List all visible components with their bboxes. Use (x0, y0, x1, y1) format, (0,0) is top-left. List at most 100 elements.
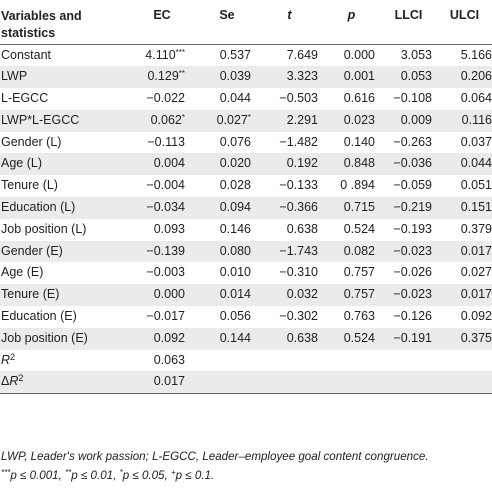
cell-t: −0.366 (256, 197, 323, 219)
empty-cell (380, 350, 437, 372)
cell-se: 0.076 (198, 132, 256, 154)
row-label-value: Age (E) (1, 265, 44, 280)
header-p: p (323, 0, 380, 45)
header-llci: LLCI (380, 0, 437, 45)
empty-cell (380, 371, 437, 395)
cell-ulci: 0.017 (437, 240, 492, 263)
cell-ulci-value: 0.379 (460, 221, 492, 236)
cell-ulci: 0.027 (437, 262, 492, 284)
cell-se: 0.027* (198, 109, 256, 132)
row-label-value: Age (L) (1, 156, 42, 171)
cell-llci: 0.053 (380, 66, 437, 89)
cell-ec-value: 0.129 (147, 69, 179, 84)
header-ec: EC (126, 0, 198, 45)
cell-ec: 0.063 (126, 350, 198, 372)
cell-p-value: 0.763 (343, 309, 375, 324)
cell-ec: −0.139 (126, 240, 198, 263)
row-label: LWP*L-EGCC (0, 109, 126, 132)
row-label-value: L-EGCC (1, 91, 49, 106)
footnote-marker: + (170, 468, 176, 477)
cell-t-value: 2.291 (286, 112, 318, 127)
cell-ec-value: −0.139 (146, 243, 185, 258)
cell-p: 0.082 (323, 240, 380, 263)
cell-p: 0.140 (323, 132, 380, 154)
stat-label-exponent: 2 (10, 351, 16, 362)
table-row: Education (L) −0.034 0.094 −0.366 0.715 −0.21… (0, 197, 492, 219)
footnote-abbreviations: LWP, Leader's work passion; L-EGCC, Lead… (1, 450, 429, 463)
cell-p-value: 0.848 (343, 156, 375, 171)
table-row: Constant 4.110*** 0.537 7.649 0.000 3.053 5.16… (0, 44, 492, 66)
cell-t-value: 3.323 (286, 69, 318, 84)
cell-p-value: 0.616 (343, 91, 375, 106)
cell-p-value: 0 .894 (340, 178, 375, 193)
cell-ec-value: 0.004 (153, 156, 185, 171)
stat-label-variable: R (9, 374, 19, 389)
table-row: Age (L) 0.004 0.020 0.192 0.848 −0.036 0.044 (0, 153, 492, 176)
ec-significance-marker: * (181, 112, 185, 122)
footnote-threshold: p ≤ 0.1. (175, 469, 215, 482)
footnote-marker: ** (65, 468, 72, 477)
row-label: L-EGCC (0, 88, 126, 110)
row-label-value: Gender (E) (1, 243, 63, 258)
cell-p: 0.023 (323, 109, 380, 132)
cell-ec-value: 0.092 (153, 330, 185, 345)
stat-label-prefix: Δ (1, 374, 10, 389)
row-label: Tenure (L) (0, 175, 126, 197)
row-label: Education (E) (0, 306, 126, 328)
cell-ec: −0.022 (126, 88, 198, 110)
cell-t-value: −0.133 (279, 178, 318, 193)
cell-ec: 0.093 (126, 219, 198, 241)
cell-se: 0.014 (198, 284, 256, 307)
cell-llci-value: 0.053 (400, 69, 432, 84)
stat-label: ΔR2 (0, 371, 126, 395)
cell-se-value: 0.027 (216, 112, 248, 127)
cell-ec-value: 0.000 (153, 287, 185, 302)
cell-ulci: 0.375 (437, 327, 492, 350)
cell-se: 0.028 (198, 175, 256, 197)
cell-t-value: −0.302 (279, 309, 318, 324)
cell-ec-value: 0.063 (153, 352, 185, 367)
cell-t: 7.649 (256, 44, 323, 66)
cell-se-value: 0.028 (219, 178, 251, 193)
row-label: Job position (L) (0, 219, 126, 241)
cell-t: −0.503 (256, 88, 323, 110)
cell-ulci: 0.037 (437, 132, 492, 154)
table-row: Age (E) −0.003 0.010 −0.310 0.757 −0.026 0.027 (0, 262, 492, 284)
table-row: Gender (L) −0.113 0.076 −1.482 0.140 −0.263 0.… (0, 132, 492, 154)
cell-se: 0.044 (198, 88, 256, 110)
header-row: Variables and statistics EC Se t p LLCI … (0, 0, 492, 45)
cell-se: 0.056 (198, 306, 256, 328)
cell-ulci-value: 0.375 (460, 330, 492, 345)
row-label: Education (L) (0, 197, 126, 219)
ec-significance-marker: *** (175, 47, 185, 57)
stat-row: ΔR2 0.017 (0, 371, 492, 395)
cell-t: 0.638 (256, 327, 323, 350)
cell-p: 0.757 (323, 284, 380, 307)
empty-cell (437, 350, 492, 372)
cell-ec: 4.110*** (126, 44, 198, 66)
cell-t: −1.743 (256, 240, 323, 263)
cell-ec: 0.062* (126, 109, 198, 132)
cell-ulci-value: 0.116 (461, 112, 492, 127)
cell-p-value: 0.524 (343, 221, 375, 236)
cell-llci-value: −0.191 (393, 330, 432, 345)
cell-se-value: 0.146 (219, 221, 251, 236)
cell-ec: 0.000 (126, 284, 198, 307)
row-label: Age (E) (0, 262, 126, 284)
cell-p-value: 0.757 (343, 265, 375, 280)
table-row: LWP*L-EGCC 0.062* 0.027* 2.291 0.023 0.009 0.1… (0, 109, 492, 132)
cell-ulci: 0.017 (437, 284, 492, 307)
row-label-value: Gender (L) (1, 134, 62, 149)
row-label-value: Education (E) (1, 309, 77, 324)
header-se: Se (198, 0, 256, 45)
row-label: LWP (0, 66, 126, 89)
cell-ulci: 0.379 (437, 219, 492, 241)
row-label: Job position (E) (0, 327, 126, 350)
cell-p: 0.757 (323, 262, 380, 284)
cell-se-value: 0.010 (219, 265, 251, 280)
cell-llci-value: −0.219 (393, 200, 432, 215)
row-label-value: Job position (E) (1, 330, 88, 345)
cell-ulci: 5.166 (437, 44, 492, 66)
stat-label-exponent: 2 (18, 373, 24, 384)
cell-p: 0.524 (323, 219, 380, 241)
